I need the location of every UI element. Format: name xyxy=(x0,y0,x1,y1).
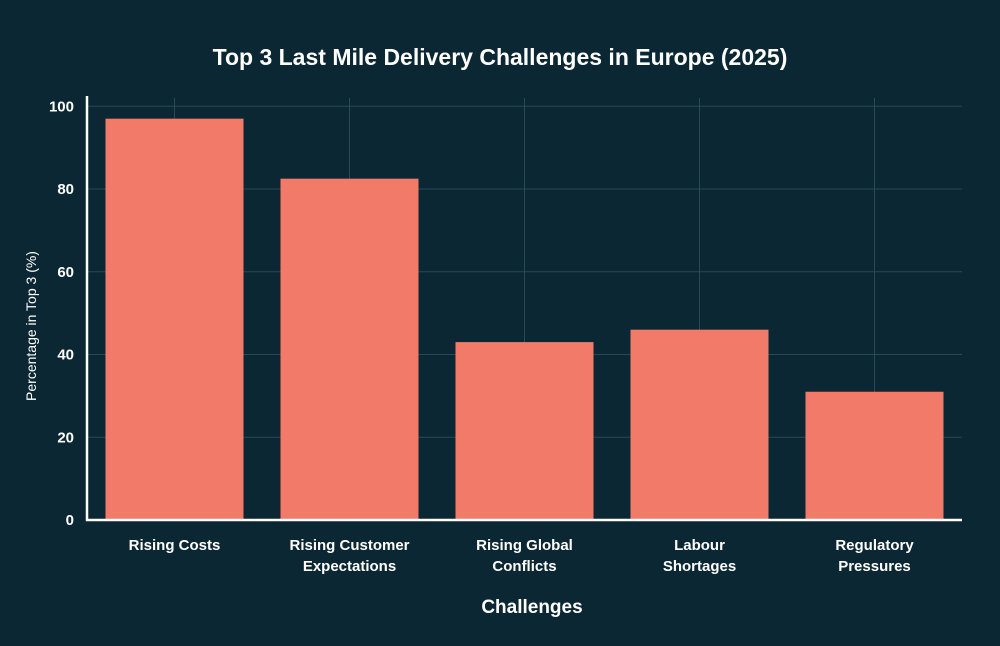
y-tick-label: 0 xyxy=(66,512,74,529)
x-tick-label: Rising Costs xyxy=(129,537,221,554)
bar xyxy=(280,178,419,521)
x-tick-label: Expectations xyxy=(303,558,396,575)
chart-title: Top 3 Last Mile Delivery Challenges in E… xyxy=(213,44,788,70)
x-axis-label: Challenges xyxy=(481,597,582,618)
x-tick-label: Rising Customer xyxy=(289,537,409,554)
y-tick-labels: 0 20 40 60 80 100 xyxy=(49,98,74,529)
bar xyxy=(630,329,769,520)
bar xyxy=(805,391,944,520)
x-tick-label: Shortages xyxy=(663,558,736,575)
axes xyxy=(85,96,962,522)
y-tick-label: 20 xyxy=(57,429,74,446)
bar xyxy=(455,342,594,520)
y-tick-label: 40 xyxy=(57,347,74,364)
x-tick-labels: Rising Costs Rising Customer Expectations R… xyxy=(129,537,915,575)
x-tick-label: Pressures xyxy=(838,558,911,575)
y-tick-label: 80 xyxy=(57,181,74,198)
x-tick-label: Regulatory xyxy=(835,537,914,554)
y-tick-label: 100 xyxy=(49,98,74,115)
x-tick-label: Rising Global xyxy=(476,537,573,554)
bar xyxy=(105,118,244,520)
bars xyxy=(105,118,944,521)
y-axis-label: Percentage in Top 3 (%) xyxy=(23,251,39,401)
x-tick-label: Conflicts xyxy=(492,558,556,575)
y-tick-label: 60 xyxy=(57,264,74,281)
x-tick-label: Labour xyxy=(674,537,725,554)
